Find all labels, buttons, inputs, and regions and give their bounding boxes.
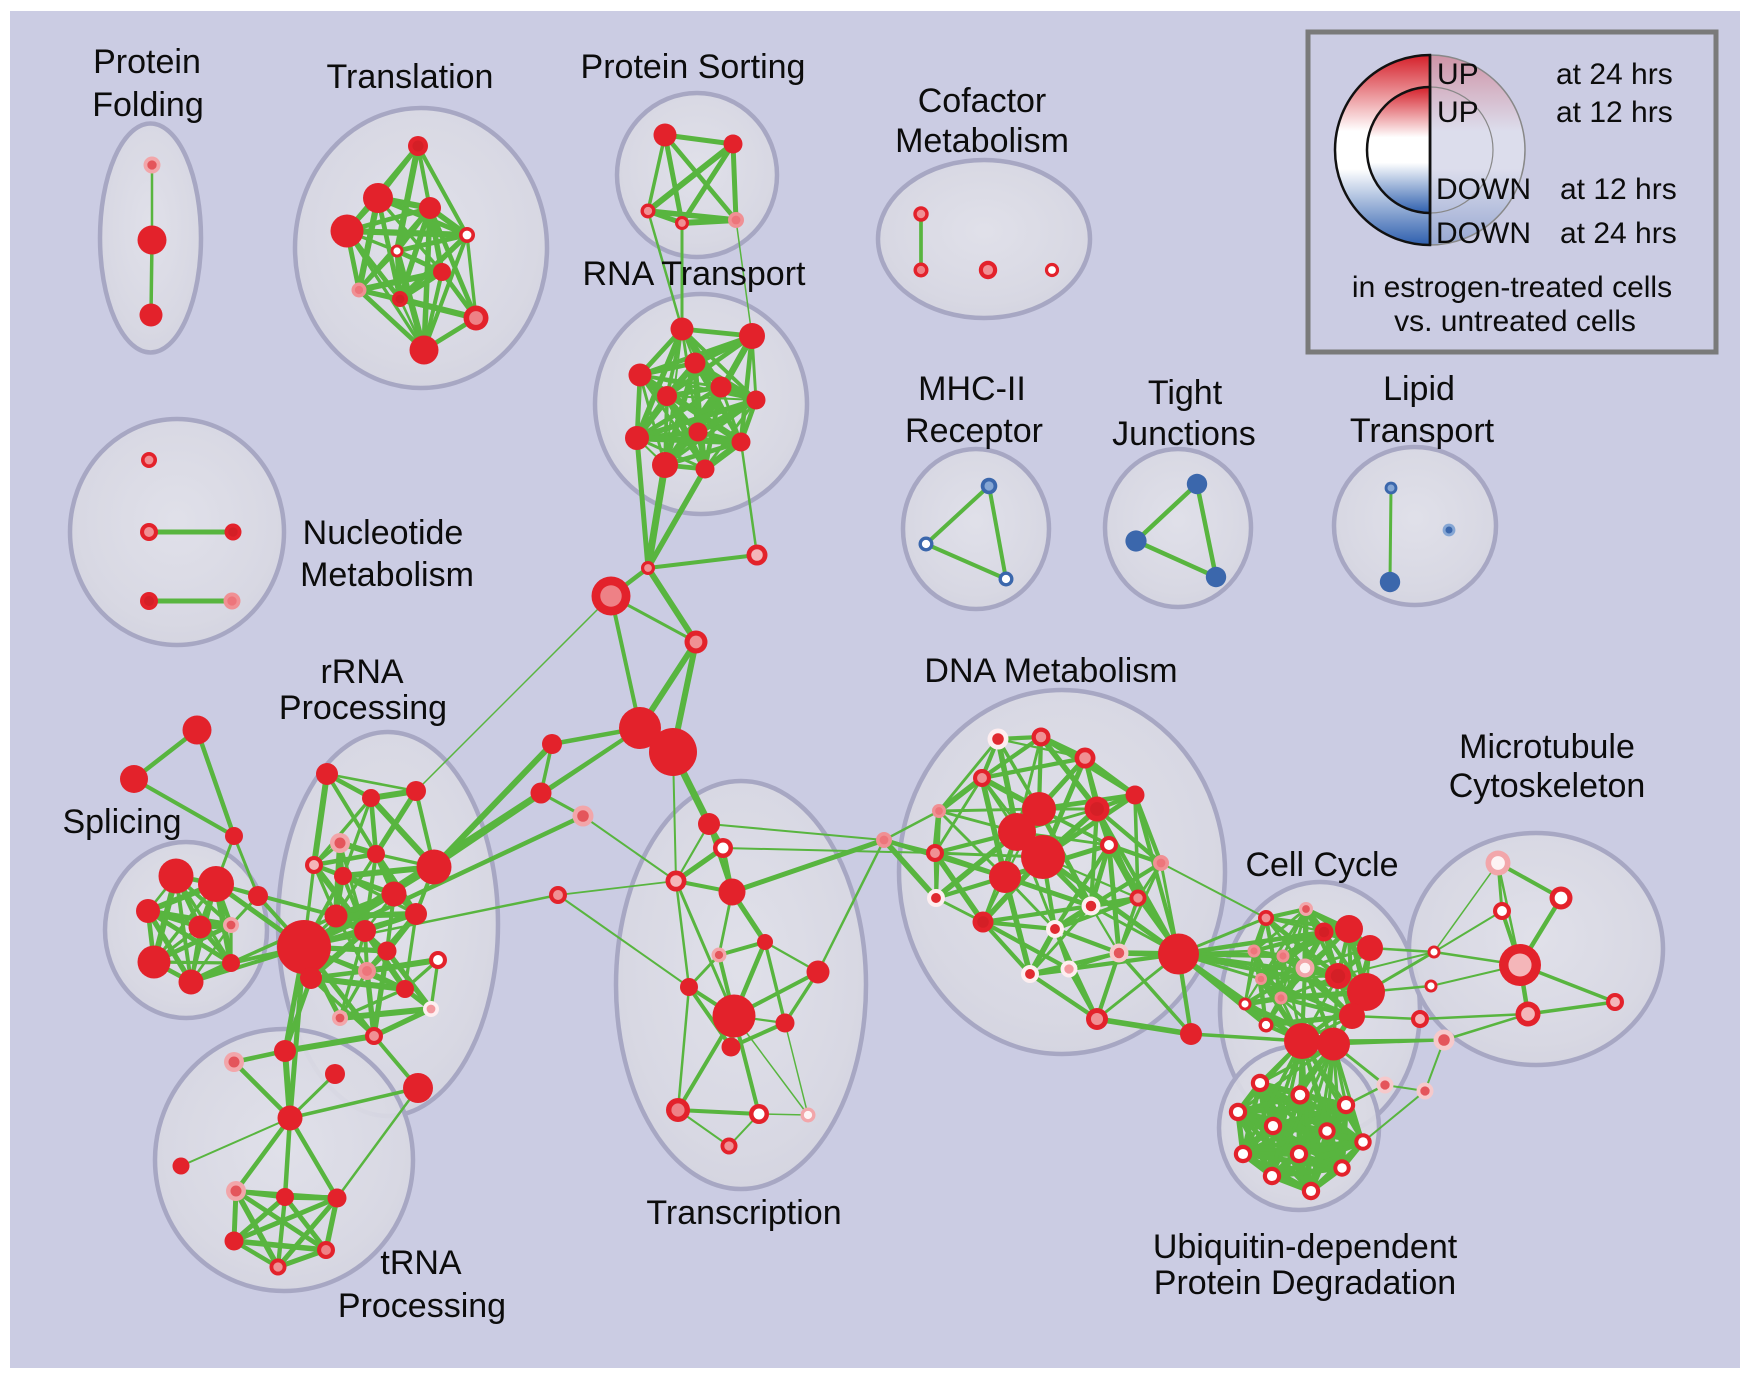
svg-text:Processing: Processing [279, 689, 447, 727]
svg-text:rRNA: rRNA [320, 653, 403, 691]
svg-text:Splicing: Splicing [62, 803, 181, 841]
svg-text:at 24 hrs: at 24 hrs [1556, 58, 1673, 91]
svg-text:Folding: Folding [92, 86, 204, 124]
svg-text:Tight: Tight [1148, 374, 1223, 412]
svg-text:UP: UP [1437, 58, 1479, 91]
svg-text:Nucleotide: Nucleotide [303, 514, 464, 552]
svg-text:RNA Transport: RNA Transport [583, 255, 807, 293]
svg-text:DOWN: DOWN [1436, 217, 1531, 250]
svg-text:Transport: Transport [1350, 412, 1495, 450]
svg-text:Metabolism: Metabolism [300, 556, 474, 594]
svg-text:Translation: Translation [327, 58, 494, 96]
svg-text:Metabolism: Metabolism [895, 122, 1069, 160]
svg-text:Junctions: Junctions [1112, 415, 1256, 453]
svg-text:Protein: Protein [93, 43, 201, 81]
svg-text:DNA Metabolism: DNA Metabolism [924, 652, 1177, 690]
svg-text:Receptor: Receptor [905, 412, 1043, 450]
svg-text:DOWN: DOWN [1436, 173, 1531, 206]
svg-text:in estrogen-treated cells: in estrogen-treated cells [1352, 271, 1672, 304]
svg-text:Lipid: Lipid [1383, 370, 1455, 408]
svg-text:Protein Degradation: Protein Degradation [1154, 1264, 1456, 1302]
svg-text:Transcription: Transcription [646, 1194, 841, 1232]
svg-text:Ubiquitin-dependent: Ubiquitin-dependent [1153, 1228, 1458, 1266]
svg-text:at 12 hrs: at 12 hrs [1556, 96, 1673, 129]
svg-text:Processing: Processing [338, 1287, 506, 1325]
svg-text:UP: UP [1437, 96, 1479, 129]
svg-text:at 12 hrs: at 12 hrs [1560, 173, 1677, 206]
svg-text:Cell Cycle: Cell Cycle [1245, 846, 1398, 884]
svg-text:Cytoskeleton: Cytoskeleton [1449, 767, 1646, 805]
svg-text:tRNA: tRNA [380, 1244, 462, 1282]
svg-text:Microtubule: Microtubule [1459, 728, 1635, 766]
svg-text:vs. untreated cells: vs. untreated cells [1394, 305, 1636, 338]
svg-text:at 24 hrs: at 24 hrs [1560, 217, 1677, 250]
svg-text:MHC-II: MHC-II [918, 370, 1026, 408]
svg-text:Protein Sorting: Protein Sorting [581, 48, 806, 86]
svg-text:Cofactor: Cofactor [918, 82, 1047, 120]
